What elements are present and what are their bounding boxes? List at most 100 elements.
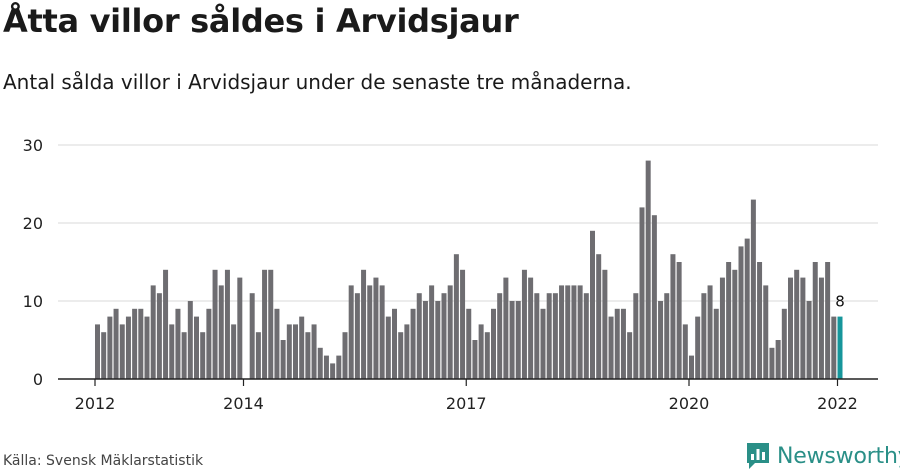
bar xyxy=(262,269,268,379)
bar xyxy=(398,332,404,379)
bar xyxy=(181,332,187,379)
bar xyxy=(138,308,144,379)
bars-layer xyxy=(95,160,843,379)
bar xyxy=(546,293,552,379)
bar xyxy=(305,332,311,379)
bar xyxy=(299,316,305,379)
bar xyxy=(577,285,583,379)
bar xyxy=(497,293,503,379)
bar xyxy=(125,316,131,379)
bar xyxy=(392,308,397,379)
bar xyxy=(224,269,230,379)
bar xyxy=(608,316,614,379)
bar xyxy=(596,254,602,379)
bar xyxy=(540,308,546,379)
bar xyxy=(695,316,701,379)
bar xyxy=(113,308,119,379)
bar xyxy=(212,269,218,379)
bar xyxy=(509,301,515,379)
bar xyxy=(763,285,769,379)
bar xyxy=(837,316,843,379)
bar xyxy=(627,332,633,379)
bar xyxy=(676,262,682,379)
bar xyxy=(441,293,447,379)
bar-chart: 0 10 20 30 2012 2014 2017 2020 2022 8 xyxy=(23,136,878,413)
bar xyxy=(447,285,453,379)
bar xyxy=(552,293,558,379)
bar xyxy=(750,199,756,379)
bar xyxy=(794,269,800,379)
data-label: 8 xyxy=(835,293,845,311)
bar xyxy=(719,277,725,379)
bar xyxy=(144,316,150,379)
x-tick-label: 2014 xyxy=(223,394,264,413)
bar xyxy=(293,324,298,379)
bar xyxy=(460,269,466,379)
bar xyxy=(521,269,527,379)
bar xyxy=(806,301,812,379)
bar xyxy=(119,324,125,379)
bar xyxy=(503,277,509,379)
bar xyxy=(658,301,664,379)
bar xyxy=(107,316,113,379)
bar xyxy=(614,308,620,379)
bar xyxy=(101,332,107,379)
y-tick-label: 10 xyxy=(23,292,43,311)
bar xyxy=(713,308,719,379)
bar xyxy=(664,293,670,379)
bar xyxy=(528,277,534,379)
bar xyxy=(187,301,193,379)
bar xyxy=(268,269,274,379)
bar xyxy=(788,277,793,379)
bar xyxy=(361,269,367,379)
bar xyxy=(274,308,280,379)
bar xyxy=(769,347,775,379)
bar xyxy=(707,285,713,379)
source-note: Källa: Svensk Mäklarstatistik xyxy=(3,453,204,469)
bar xyxy=(559,285,565,379)
bar xyxy=(800,277,806,379)
bar xyxy=(757,262,763,379)
bar xyxy=(95,324,100,379)
bar xyxy=(379,285,385,379)
bar xyxy=(689,355,694,379)
x-tick-label: 2022 xyxy=(817,394,858,413)
bar xyxy=(744,238,750,379)
bar xyxy=(132,308,138,379)
bar xyxy=(701,293,707,379)
bar xyxy=(645,160,651,379)
bar xyxy=(342,332,348,379)
bar xyxy=(336,355,342,379)
bar xyxy=(670,254,676,379)
bar xyxy=(156,293,162,379)
brand-label: Newsworthy xyxy=(777,443,900,469)
bar xyxy=(534,293,540,379)
bar xyxy=(169,324,175,379)
bar xyxy=(422,301,428,379)
y-tick-label: 0 xyxy=(33,370,43,389)
bar xyxy=(348,285,354,379)
bar xyxy=(237,277,243,379)
bar xyxy=(323,355,329,379)
bar xyxy=(429,285,435,379)
x-tick-label: 2017 xyxy=(446,394,487,413)
bar xyxy=(812,262,818,379)
bar xyxy=(175,308,181,379)
bar xyxy=(651,215,657,379)
bar xyxy=(775,340,781,379)
bar xyxy=(255,332,261,379)
bar xyxy=(781,308,787,379)
bar xyxy=(602,269,608,379)
bar xyxy=(453,254,459,379)
bar xyxy=(682,324,688,379)
bar xyxy=(317,347,323,379)
bar xyxy=(633,293,639,379)
bar xyxy=(831,316,837,379)
bar xyxy=(515,301,521,379)
bar xyxy=(818,277,824,379)
bar xyxy=(249,293,255,379)
bar xyxy=(218,285,224,379)
y-tick-label: 30 xyxy=(23,136,43,155)
bar xyxy=(738,246,744,379)
bar xyxy=(311,324,317,379)
